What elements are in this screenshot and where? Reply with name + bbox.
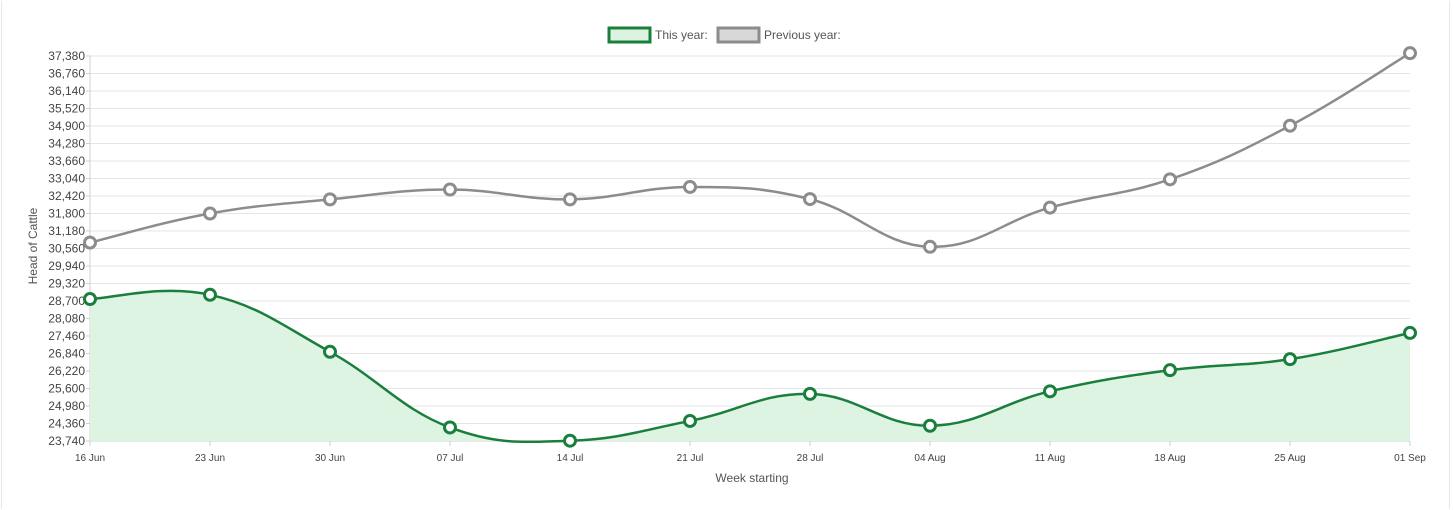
- point-previous-year[interactable]: [563, 192, 577, 207]
- y-tick-label: 36,140: [48, 84, 85, 98]
- point-this-year[interactable]: [1043, 384, 1057, 399]
- x-tick-label: 23 Jun: [195, 453, 225, 464]
- point-previous-year[interactable]: [1403, 46, 1417, 61]
- legend: This year: Previous year:: [607, 26, 841, 44]
- x-tick-label: 07 Jul: [437, 453, 464, 464]
- y-tick-label: 23,740: [48, 434, 85, 448]
- line-previous-year: [89, 52, 1411, 249]
- y-tick-label: 34,280: [48, 137, 85, 151]
- point-previous-year[interactable]: [323, 192, 337, 207]
- x-tick-label: 04 Aug: [914, 453, 945, 464]
- area-this-year: [90, 290, 1410, 442]
- point-previous-year[interactable]: [923, 239, 937, 254]
- y-tick-label: 29,940: [48, 259, 85, 273]
- point-previous-year[interactable]: [83, 235, 97, 250]
- y-tick-label: 27,460: [48, 329, 85, 343]
- y-tick-label: 33,660: [48, 154, 85, 168]
- x-axis-label: Week starting: [715, 471, 788, 485]
- x-tick-label: 18 Aug: [1154, 453, 1185, 464]
- y-axis-ticks: 23,740 24,360 24,980 25,600 26,220 26,840 27,4…: [48, 49, 85, 448]
- y-tick-label: 26,220: [48, 364, 85, 378]
- legend-swatch-this-year: [607, 26, 652, 44]
- legend-swatch-previous-year: [716, 26, 761, 44]
- x-tick-label: 25 Aug: [1274, 453, 1305, 464]
- legend-item-previous-year[interactable]: Previous year:: [716, 26, 841, 44]
- y-tick-label: 26,840: [48, 347, 85, 361]
- point-previous-year[interactable]: [1043, 200, 1057, 215]
- legend-label-this-year: This year:: [655, 28, 708, 42]
- x-tick-label: 11 Aug: [1035, 453, 1065, 464]
- y-tick-label: 24,980: [48, 399, 85, 413]
- series-areas: [90, 290, 1410, 442]
- y-tick-label: 35,520: [48, 102, 85, 116]
- y-tick-label: 31,800: [48, 207, 85, 221]
- point-this-year[interactable]: [323, 344, 337, 359]
- point-this-year[interactable]: [923, 418, 937, 433]
- y-tick-label: 28,080: [48, 312, 85, 326]
- x-tick-label: 28 Jul: [797, 453, 824, 464]
- legend-label-previous-year: Previous year:: [764, 28, 841, 42]
- y-tick-label: 34,900: [48, 119, 85, 133]
- point-previous-year[interactable]: [203, 206, 217, 221]
- point-this-year[interactable]: [1163, 363, 1177, 378]
- legend-item-this-year[interactable]: This year:: [607, 26, 708, 44]
- x-tick-label: 01 Sep: [1394, 453, 1426, 464]
- x-axis-ticks: 16 Jun 23 Jun 30 Jun 07 Jul 14 Jul 21 Jul 28 J…: [75, 453, 1426, 464]
- point-previous-year[interactable]: [803, 192, 817, 207]
- point-this-year[interactable]: [683, 413, 697, 428]
- series-points: [83, 46, 1417, 448]
- point-previous-year[interactable]: [1283, 118, 1297, 133]
- y-tick-label: 25,600: [48, 382, 85, 396]
- y-tick-label: 32,420: [48, 189, 85, 203]
- x-tick-label: 14 Jul: [557, 453, 584, 464]
- y-axis-label: Head of Cattle: [26, 207, 40, 284]
- y-tick-label: 36,760: [48, 67, 85, 81]
- point-this-year[interactable]: [563, 433, 577, 448]
- point-previous-year[interactable]: [443, 182, 457, 197]
- y-tick-label: 29,320: [48, 277, 85, 291]
- point-this-year[interactable]: [803, 386, 817, 401]
- y-tick-label: 30,560: [48, 242, 85, 256]
- y-tick-label: 33,040: [48, 172, 85, 186]
- point-previous-year[interactable]: [1163, 172, 1177, 187]
- x-tick-label: 16 Jun: [75, 453, 105, 464]
- line-this-year: [89, 289, 1411, 444]
- y-tick-label: 31,180: [48, 224, 85, 238]
- y-tick-label: 28,700: [48, 294, 85, 308]
- point-this-year[interactable]: [83, 292, 97, 307]
- point-this-year[interactable]: [1283, 352, 1297, 367]
- point-this-year[interactable]: [443, 420, 457, 435]
- x-tick-label: 21 Jul: [677, 453, 704, 464]
- point-this-year[interactable]: [1403, 325, 1417, 340]
- y-tick-label: 37,380: [48, 49, 85, 63]
- y-tick-label: 24,360: [48, 417, 85, 431]
- point-this-year[interactable]: [203, 287, 217, 302]
- series-lines: [89, 52, 1411, 444]
- point-previous-year[interactable]: [683, 179, 697, 194]
- x-tick-label: 30 Jun: [315, 453, 345, 464]
